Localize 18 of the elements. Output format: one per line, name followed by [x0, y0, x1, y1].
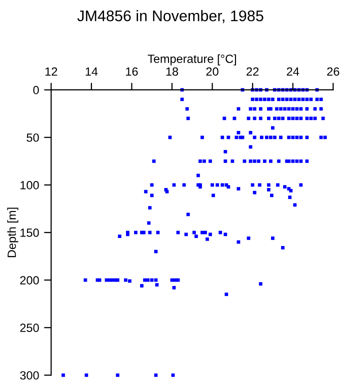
y-tick-label: 50	[26, 133, 39, 142]
x-tick-label: 24	[286, 67, 300, 76]
y-tick-label: 100	[20, 180, 39, 190]
x-axis-title: Temperature [°C]	[148, 54, 236, 66]
x-tick-label: 12	[45, 67, 58, 76]
y-tick-label: 250	[20, 324, 39, 332]
y-tick-label: 200	[20, 276, 39, 284]
x-tick-label: 22	[246, 67, 259, 76]
y-tick-label: 0	[33, 86, 39, 94]
x-tick-label: 20	[206, 67, 218, 76]
x-tick-label: 26	[327, 67, 340, 76]
y-axis-title: Depth [m]	[7, 208, 18, 258]
x-tick-label: 18	[166, 67, 178, 76]
y-tick-label: 150	[20, 228, 39, 237]
y-tick-label: 300	[20, 371, 39, 380]
chart-title: JM4856 in November, 1985	[77, 10, 264, 24]
x-tick-label: 16	[126, 67, 138, 76]
x-tick-label: 14	[86, 67, 98, 76]
